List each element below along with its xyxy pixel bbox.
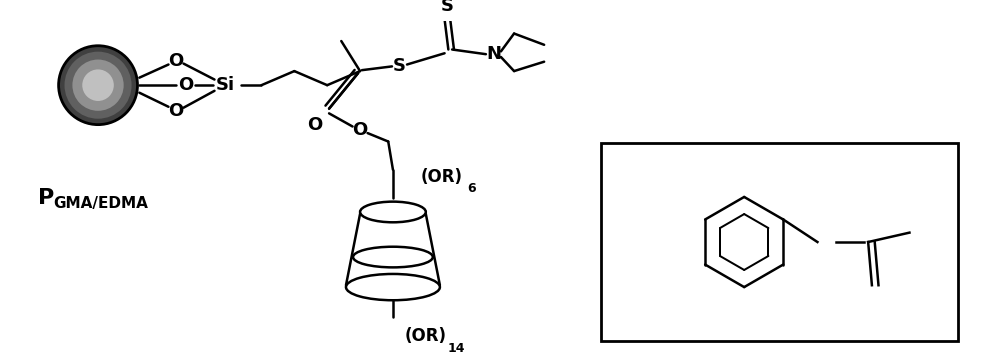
- Text: Si: Si: [216, 76, 235, 94]
- Text: S: S: [441, 0, 454, 15]
- Text: R=: R=: [631, 233, 660, 251]
- Circle shape: [72, 59, 124, 111]
- Text: N: N: [486, 45, 501, 63]
- Text: P: P: [38, 188, 54, 208]
- Text: O: O: [871, 291, 886, 309]
- Circle shape: [65, 52, 132, 119]
- Circle shape: [82, 69, 114, 101]
- Text: O: O: [307, 116, 323, 134]
- Text: O: O: [352, 121, 368, 139]
- Text: O: O: [168, 52, 184, 70]
- Text: (OR): (OR): [421, 168, 463, 186]
- Text: (OR): (OR): [405, 327, 447, 345]
- Text: O: O: [178, 76, 193, 94]
- Bar: [601, 143, 958, 341]
- Text: H: H: [820, 248, 834, 266]
- Text: GMA/EDMA: GMA/EDMA: [53, 196, 148, 211]
- Text: O: O: [168, 101, 184, 120]
- Text: 14: 14: [448, 342, 466, 355]
- Text: 6: 6: [468, 182, 476, 195]
- Text: S: S: [393, 57, 406, 75]
- Circle shape: [59, 46, 137, 125]
- Text: N: N: [822, 233, 836, 251]
